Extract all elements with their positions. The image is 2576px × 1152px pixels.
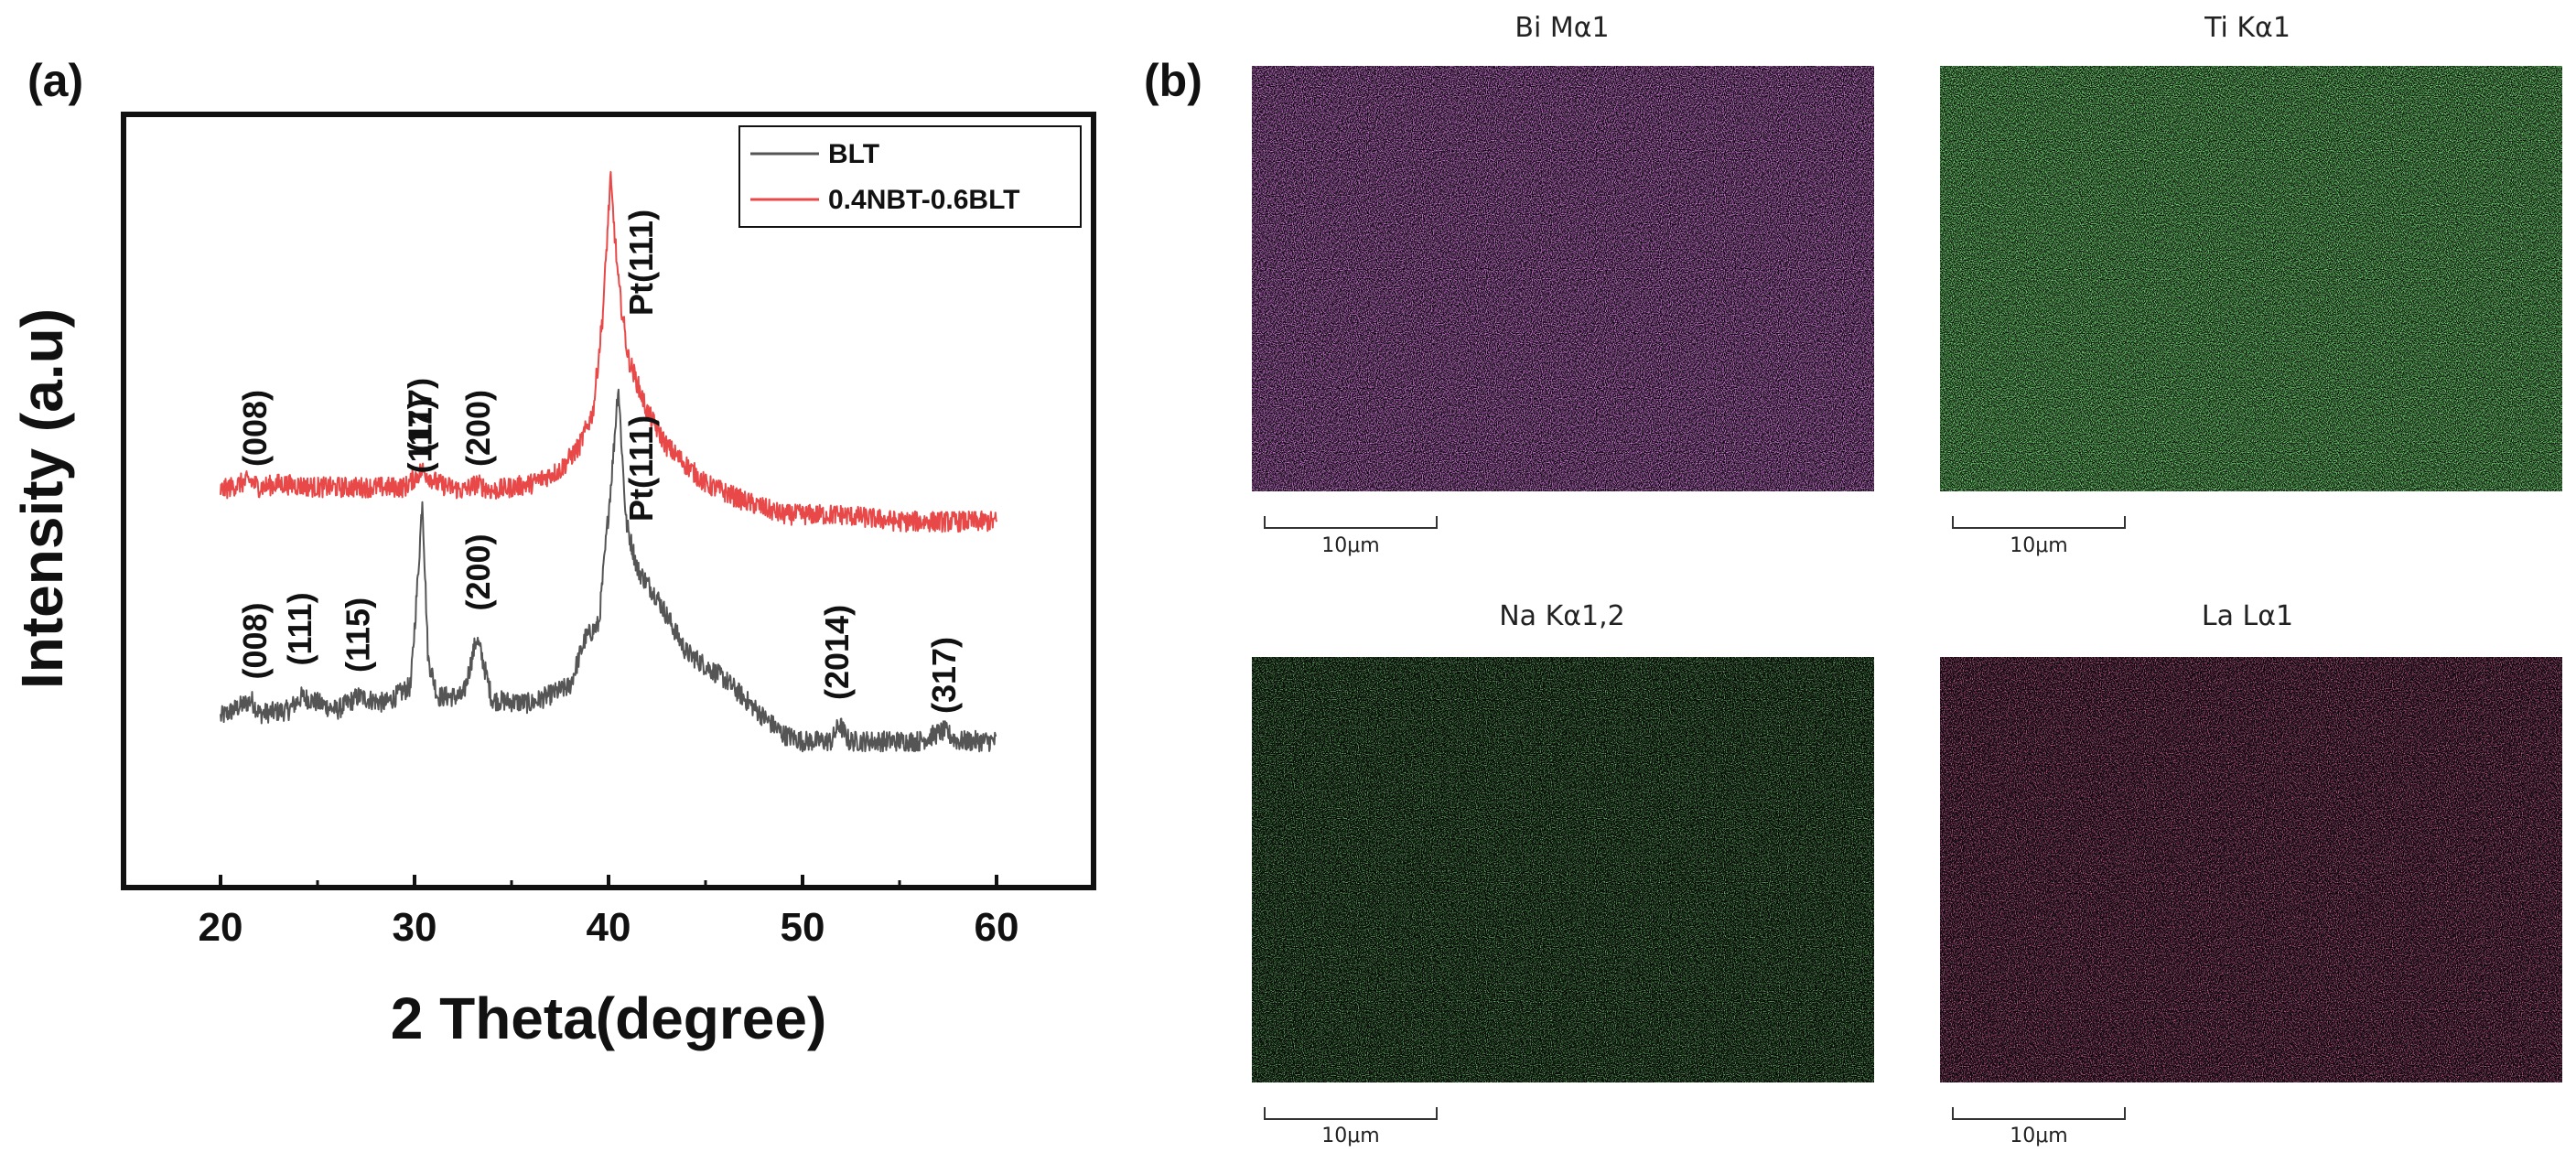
map-title-bi: Bi Mα1 bbox=[1514, 12, 1609, 44]
map-title-la: La Lα1 bbox=[2202, 600, 2293, 632]
map-pixels-la bbox=[1940, 657, 2562, 1082]
x-tick-label: 20 bbox=[199, 905, 243, 950]
x-tick-label: 60 bbox=[975, 905, 1019, 950]
x-tick-label: 30 bbox=[393, 905, 437, 950]
scale-bar-ti bbox=[1952, 516, 2126, 529]
y-axis-title: Intensity (a.u) bbox=[9, 308, 75, 689]
scale-label-la: 10μm bbox=[2010, 1125, 2067, 1147]
peak-label: (111) bbox=[281, 592, 318, 665]
eds-map-na: Na Kα1,2 10μm bbox=[1252, 600, 1874, 1147]
panel-b-label: (b) bbox=[1144, 55, 1202, 106]
legend: BLT 0.4NBT-0.6BLT bbox=[738, 125, 1082, 228]
series-line-blt bbox=[220, 388, 997, 753]
scale-label-ti: 10μm bbox=[2010, 534, 2067, 557]
scale-bar-na bbox=[1264, 1107, 1438, 1120]
peak-label: Pt(111) bbox=[622, 210, 660, 316]
x-tick-labels: 20 30 40 50 60 bbox=[199, 905, 1019, 950]
peak-label: (008) bbox=[236, 602, 274, 679]
eds-map-bi: Bi Mα1 10μm bbox=[1252, 12, 1874, 557]
peak-label: Pt(111) bbox=[622, 415, 660, 522]
map-pixels-na bbox=[1252, 657, 1874, 1082]
x-tick-label: 40 bbox=[587, 905, 631, 950]
scale-bar-la bbox=[1952, 1107, 2126, 1120]
xrd-chart: 20 30 40 50 60 (008) (117) (200)Pt(111)(008) (1… bbox=[9, 112, 1096, 1051]
peak-labels: (008) (117) (200)Pt(111)(008) (111) (115)(11… bbox=[236, 210, 963, 714]
map-title-na: Na Kα1,2 bbox=[1499, 600, 1625, 632]
scale-label-bi: 10μm bbox=[1321, 534, 1379, 557]
legend-label-nbt-blt: 0.4NBT-0.6BLT bbox=[828, 185, 1020, 215]
plot-frame bbox=[121, 112, 1096, 890]
legend-label-blt: BLT bbox=[828, 139, 879, 169]
x-ticks bbox=[122, 875, 1095, 888]
x-axis-title: 2 Theta(degree) bbox=[391, 985, 827, 1051]
peak-label: (008) bbox=[236, 390, 274, 467]
peak-label: (117) bbox=[401, 378, 438, 453]
peak-label: (200) bbox=[459, 390, 497, 467]
peak-label: (117) bbox=[401, 398, 438, 473]
peak-label: (2014) bbox=[818, 605, 856, 700]
map-title-ti: Ti Kα1 bbox=[2204, 12, 2290, 44]
panel-a-label: (a) bbox=[27, 55, 83, 106]
scale-label-na: 10μm bbox=[1321, 1125, 1379, 1147]
series-line-nbt-blt bbox=[220, 170, 997, 533]
peak-label: (200) bbox=[459, 533, 497, 610]
map-pixels-ti bbox=[1940, 66, 2562, 491]
peak-label: (317) bbox=[925, 637, 963, 714]
eds-map-ti: Ti Kα1 10μm bbox=[1940, 12, 2562, 557]
eds-map-la: La Lα1 10μm bbox=[1940, 600, 2562, 1147]
series-layer bbox=[220, 170, 997, 753]
scale-bar-bi bbox=[1264, 516, 1438, 529]
x-tick-label: 50 bbox=[781, 905, 825, 950]
legend-box bbox=[738, 125, 1082, 228]
peak-label: (115) bbox=[340, 598, 377, 673]
map-pixels-bi bbox=[1252, 66, 1874, 491]
